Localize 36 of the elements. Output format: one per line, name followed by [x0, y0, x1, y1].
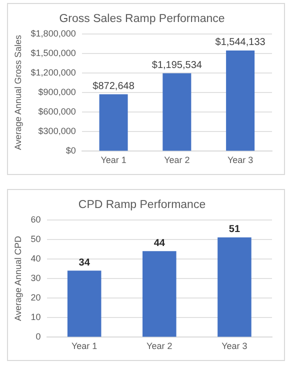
bar — [162, 73, 192, 151]
y-tick-label: $1,500,000 — [30, 48, 76, 58]
y-tick-label: $300,000 — [38, 126, 76, 136]
y-tick-label: 30 — [30, 272, 41, 283]
y-tick-label: 60 — [30, 214, 41, 224]
chart-title: Gross Sales Ramp Performance — [59, 13, 225, 26]
y-tick-label: 20 — [30, 292, 41, 303]
y-axis-title: Average Annual CPD — [12, 236, 23, 321]
chart-title: CPD Ramp Performance — [78, 199, 206, 212]
bar — [218, 237, 252, 337]
y-tick-label: 0 — [36, 332, 41, 342]
y-tick-label: 50 — [30, 234, 41, 244]
y-tick-label: $900,000 — [38, 86, 76, 97]
x-tick-label: Year 1 — [100, 155, 126, 166]
y-tick-label: $600,000 — [38, 106, 76, 117]
bar — [67, 270, 102, 337]
y-tick-label: $0 — [66, 146, 76, 156]
data-label: $1,195,534 — [152, 60, 202, 71]
data-label: $1,544,133 — [215, 37, 266, 48]
bar — [226, 50, 255, 151]
y-axis-title: Average Annual Gross Sales — [12, 34, 23, 150]
x-tick-label: Year 3 — [227, 155, 254, 166]
y-tick-label: 10 — [30, 312, 41, 322]
x-tick-label: Year 2 — [164, 155, 190, 166]
data-label: 34 — [78, 257, 90, 268]
data-label: 44 — [154, 238, 166, 249]
x-tick-label: Year 3 — [222, 341, 248, 352]
data-label: $872,648 — [92, 81, 135, 92]
x-tick-label: Year 2 — [146, 341, 172, 352]
y-tick-label: $1,200,000 — [30, 67, 76, 78]
y-tick-label: 40 — [30, 253, 41, 264]
y-tick-label: $1,800,000 — [30, 28, 76, 38]
x-tick-label: Year 1 — [71, 341, 98, 352]
bar — [99, 94, 128, 151]
bar — [142, 251, 176, 337]
data-label: 51 — [228, 224, 240, 236]
